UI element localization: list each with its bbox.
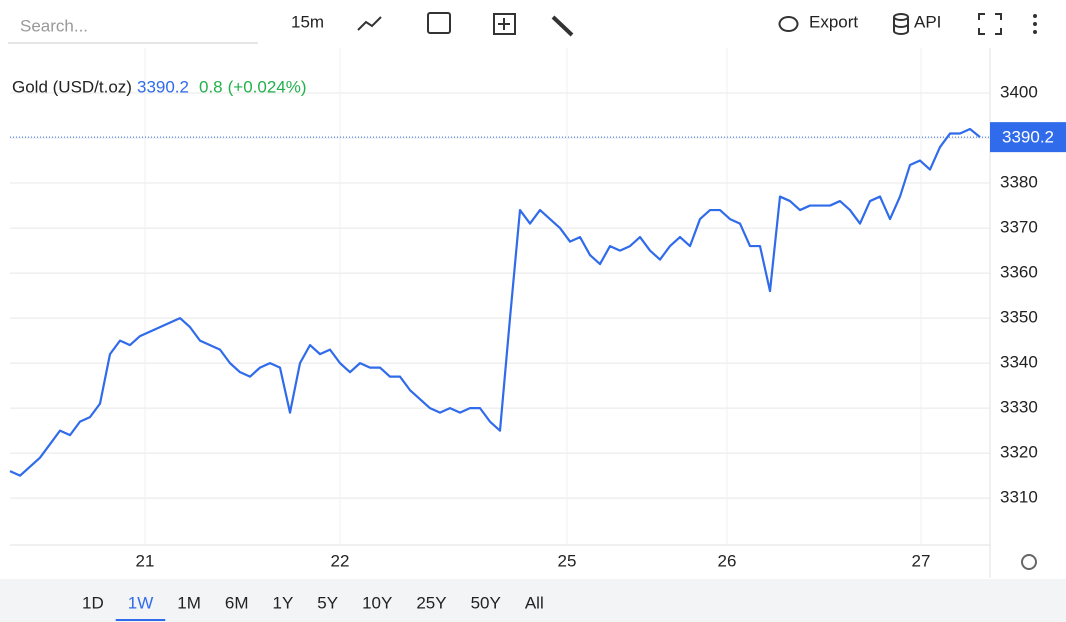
x-tick-label: 21 [136, 551, 155, 570]
legend-price: 3390.2 [137, 77, 189, 96]
tools-icon[interactable] [551, 15, 574, 37]
range-button[interactable]: 1M [177, 593, 201, 612]
range-bar [0, 579, 1066, 622]
range-button[interactable]: 6M [225, 593, 249, 612]
x-tick-label: 26 [718, 551, 737, 570]
add-icon-plus [498, 18, 510, 30]
legend-change: 0.8 [199, 77, 223, 96]
x-tick-label: 27 [912, 551, 931, 570]
x-tick-label: 22 [331, 551, 350, 570]
export-icon [778, 16, 799, 32]
search-box[interactable]: Search... [20, 16, 88, 35]
range-button[interactable]: All [525, 593, 544, 612]
range-button[interactable]: 1Y [272, 593, 293, 612]
export-button[interactable]: Export [809, 12, 858, 31]
range-button[interactable]: 25Y [416, 593, 446, 612]
interval-button[interactable]: 15m [291, 12, 324, 31]
range-button[interactable]: 5Y [317, 593, 338, 612]
api-icon-body [893, 17, 909, 35]
range-button[interactable]: 10Y [362, 593, 392, 612]
range-button[interactable]: 50Y [471, 593, 501, 612]
x-tick-label: 25 [558, 551, 577, 570]
price-line [9, 127, 981, 477]
calendar-icon[interactable] [427, 12, 451, 34]
y-tick-label: 3350 [1000, 308, 1038, 327]
y-tick-label: 3330 [1000, 398, 1038, 417]
api-icon [893, 13, 909, 21]
y-tick-label: 3340 [1000, 353, 1038, 372]
last-price-label: 3390.2 [1002, 128, 1054, 147]
add-icon[interactable] [493, 13, 516, 35]
api-button[interactable]: API [914, 12, 941, 31]
y-tick-label: 3360 [1000, 263, 1038, 282]
last-price-tag [990, 122, 1066, 153]
y-tick-label: 3310 [1000, 488, 1038, 507]
fullscreen-icon[interactable] [978, 13, 1002, 35]
range-button[interactable]: 1W [128, 593, 154, 612]
menu-icon[interactable] [1033, 14, 1037, 34]
y-tick-label: 3400 [1000, 83, 1038, 102]
settings-icon[interactable] [1021, 554, 1037, 570]
legend-title: Gold (USD/t.oz) [12, 77, 132, 96]
y-tick-label: 3370 [1000, 218, 1038, 237]
chart-type-icon[interactable] [357, 16, 382, 31]
range-button[interactable]: 1D [82, 593, 104, 612]
legend-change-pct: (+0.024%) [228, 77, 307, 96]
y-tick-label: 3380 [1000, 173, 1038, 192]
y-tick-label: 3320 [1000, 443, 1038, 462]
